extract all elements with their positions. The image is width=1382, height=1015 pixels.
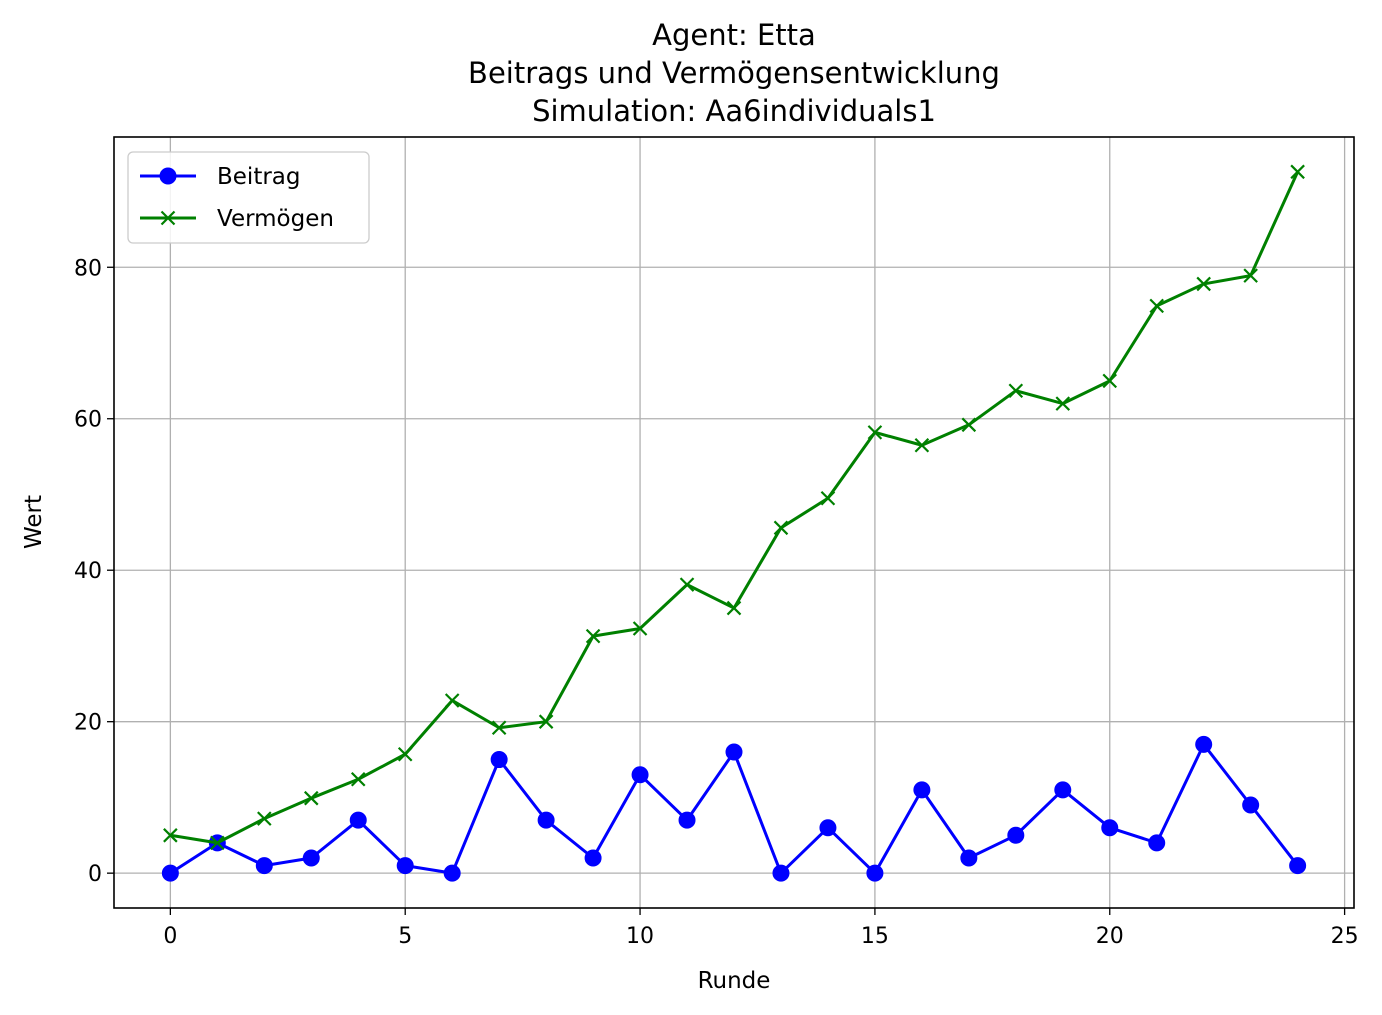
data-point-beitrag [772, 864, 790, 882]
data-point-verm-gen [914, 437, 930, 453]
data-point-beitrag [349, 811, 367, 829]
y-tick-label: 40 [74, 559, 102, 584]
data-point-verm-gen [1290, 164, 1305, 180]
data-point-beitrag [866, 864, 884, 882]
x-tick-label: 10 [626, 924, 654, 949]
data-point-beitrag [819, 819, 837, 837]
data-point-verm-gen [1196, 276, 1211, 292]
y-axis: 0 20 40 60 80 [74, 256, 114, 887]
y-axis-label: Wert [21, 495, 47, 549]
data-point-verm-gen [867, 425, 883, 440]
data-point-verm-gen [163, 828, 178, 843]
data-point-verm-gen [397, 746, 413, 762]
title-line-2: Beitrags und Vermögensentwicklung [468, 56, 1000, 90]
x-axis: 0 5 10 15 20 25 [163, 908, 1359, 949]
data-point-verm-gen [726, 600, 742, 616]
data-point-verm-gen [1149, 298, 1165, 314]
data-point-beitrag [631, 766, 649, 784]
data-point-verm-gen [1243, 268, 1258, 283]
data-point-beitrag [302, 849, 320, 867]
x-tick-label: 20 [1096, 924, 1124, 949]
data-point-verm-gen [538, 714, 554, 729]
title-line-1: Agent: Etta [652, 18, 816, 52]
data-point-beitrag [1148, 834, 1166, 852]
series-verm-gen [163, 164, 1305, 851]
legend-marker [160, 210, 176, 226]
data-point-beitrag [725, 743, 743, 761]
title-line-3: Simulation: Aa6individuals1 [532, 94, 936, 128]
data-point-beitrag [396, 857, 414, 875]
data-point-beitrag [161, 864, 179, 882]
plot-frame [113, 136, 1355, 909]
y-tick-label: 20 [74, 711, 102, 736]
data-point-verm-gen [1055, 396, 1071, 411]
data-point-verm-gen [303, 790, 319, 806]
data-point-beitrag [1101, 819, 1119, 837]
data-point-verm-gen [773, 520, 789, 536]
data-point-beitrag [537, 811, 555, 829]
data-point-verm-gen [210, 835, 225, 851]
data-point-verm-gen [491, 720, 507, 736]
data-point-beitrag [584, 849, 602, 867]
x-tick-label: 25 [1331, 924, 1359, 949]
data-point-beitrag [1007, 826, 1025, 844]
legend-label: Vermögen [217, 206, 334, 232]
x-tick-label: 15 [861, 924, 889, 949]
series-beitrag [161, 735, 1307, 882]
series-layer [161, 164, 1307, 882]
data-point-beitrag [490, 751, 508, 769]
data-point-verm-gen [1102, 373, 1118, 389]
legend-item-verm-gen: Vermögen [140, 206, 334, 232]
data-point-beitrag [255, 857, 273, 875]
legend-item-beitrag: Beitrag [140, 164, 301, 190]
data-point-verm-gen [1008, 383, 1024, 398]
x-tick-label: 0 [163, 924, 177, 949]
y-tick-label: 0 [88, 862, 102, 887]
legend-marker [159, 167, 177, 185]
data-point-verm-gen [444, 693, 460, 708]
data-point-verm-gen [350, 771, 366, 787]
chart-title: Agent: Etta Beitrags und Vermögensentwic… [468, 18, 1000, 128]
data-point-beitrag [1195, 735, 1213, 753]
data-point-beitrag [678, 811, 696, 829]
data-point-beitrag [1242, 796, 1260, 814]
data-point-verm-gen [632, 621, 648, 636]
legend-label: Beitrag [217, 164, 301, 190]
data-point-verm-gen [820, 490, 836, 506]
data-point-verm-gen [585, 628, 601, 644]
x-axis-label: Runde [698, 968, 771, 994]
y-tick-label: 80 [74, 256, 102, 281]
data-point-beitrag [960, 849, 978, 867]
grid [114, 137, 1354, 908]
data-point-beitrag [1289, 857, 1307, 875]
y-tick-label: 60 [74, 408, 102, 433]
data-point-verm-gen [961, 417, 977, 433]
legend: Beitrag Vermögen [127, 151, 370, 244]
data-point-beitrag [443, 864, 461, 882]
data-point-verm-gen [679, 577, 695, 592]
data-point-beitrag [913, 781, 931, 799]
data-point-verm-gen [257, 811, 272, 826]
x-tick-label: 5 [398, 924, 412, 949]
data-point-beitrag [1054, 781, 1072, 799]
